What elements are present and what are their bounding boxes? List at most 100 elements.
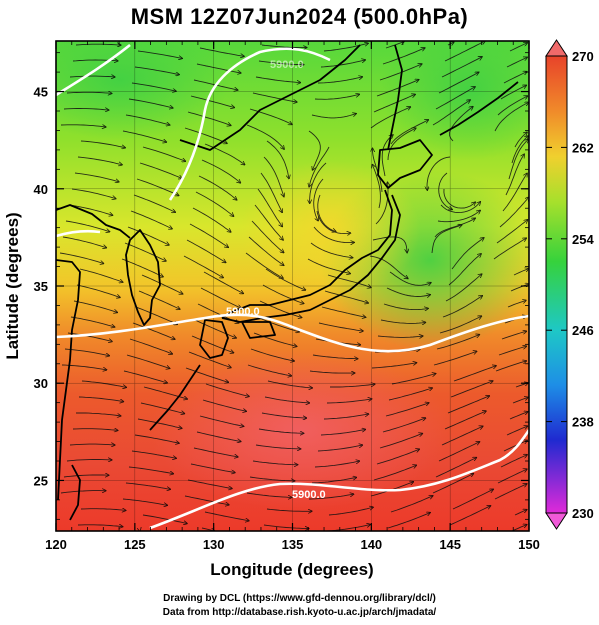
streamline [503, 440, 527, 452]
streamline [203, 271, 243, 294]
colorbar-gradient [545, 55, 568, 514]
y-tick-label: 40 [34, 182, 48, 197]
streamline [444, 41, 485, 62]
streamline [372, 165, 381, 209]
streamline [64, 348, 109, 356]
streamline [439, 316, 481, 334]
streamline [380, 319, 426, 323]
streamline [503, 72, 527, 84]
page-title: MSM 12Z07Jun2024 (500.0hPa) [130, 4, 469, 29]
streamline [142, 514, 187, 524]
x-tick-label: 125 [124, 537, 146, 552]
streamline [250, 348, 294, 361]
streamline [323, 43, 368, 52]
streamline [317, 194, 336, 232]
streamline [60, 491, 106, 494]
streamline [310, 242, 353, 258]
streamline [195, 191, 234, 216]
streamline [127, 226, 169, 245]
streamline [136, 178, 179, 196]
streamline [317, 77, 362, 84]
streamline [436, 335, 479, 350]
streamline [314, 94, 359, 100]
contour-labels: 5900.0 5900.0 5900.0 [226, 59, 326, 501]
streamline [80, 140, 125, 148]
streamline [502, 173, 527, 212]
streamline [74, 172, 119, 182]
streamline [387, 513, 430, 529]
streamline [189, 223, 228, 247]
streamline [512, 397, 528, 404]
streamline [79, 268, 123, 282]
streamline [382, 48, 425, 65]
streamline [265, 268, 306, 290]
streamline [132, 322, 175, 339]
streamline [139, 162, 182, 179]
streamline [205, 383, 249, 396]
x-tick-label: 130 [203, 537, 225, 552]
streamline [255, 444, 301, 449]
streamline [330, 384, 375, 388]
streamline [137, 50, 182, 58]
x-tick-label: 120 [45, 537, 67, 552]
streamline [246, 492, 292, 497]
streamline [314, 461, 359, 468]
streamline [328, 507, 373, 516]
streamline [435, 458, 476, 478]
credits-data: Data from http://database.rish.kyoto-u.a… [162, 607, 437, 618]
streamline [199, 415, 244, 426]
colorbar-extend-min [545, 512, 568, 530]
streamline [204, 143, 245, 165]
streamline [200, 287, 241, 308]
colorbar-extend-max [545, 39, 568, 57]
contour-line [56, 313, 529, 353]
streamline [255, 76, 300, 83]
streamline [309, 370, 355, 373]
streamline [311, 477, 356, 484]
streamline [141, 274, 183, 294]
streamline [257, 188, 282, 227]
streamline [432, 100, 470, 126]
streamline [443, 188, 475, 209]
contour-label: 5900.0 [226, 306, 260, 318]
streamline [59, 252, 104, 264]
x-tick-label: 150 [518, 537, 540, 552]
contour-line [56, 43, 131, 97]
streamline [254, 204, 283, 240]
streamline [500, 85, 526, 100]
streamline [66, 460, 112, 462]
streamline [311, 114, 356, 119]
streamline [249, 476, 295, 481]
streamline [76, 412, 121, 416]
streamline [453, 366, 496, 382]
streamline [501, 331, 526, 340]
contour-line [149, 429, 529, 530]
streamline [431, 225, 462, 254]
streamline [130, 210, 172, 229]
streamline [447, 42, 454, 45]
streamline [252, 92, 297, 102]
streamline [373, 148, 383, 193]
streamline [438, 172, 452, 210]
streamline [256, 316, 299, 332]
streamline [135, 306, 177, 324]
colorbar: 270 262 254 246 238 230 [545, 39, 594, 530]
streamline [63, 475, 109, 477]
streamline [262, 284, 304, 304]
streamline [437, 210, 480, 223]
streamline [496, 220, 528, 244]
streamline [204, 511, 249, 521]
streamline [390, 120, 428, 145]
streamline [198, 175, 237, 200]
streamline [507, 300, 526, 308]
streamline [309, 146, 330, 187]
lat-lon-grid [56, 41, 529, 531]
streamline [266, 508, 312, 511]
streamline [376, 80, 419, 97]
contour-line [168, 47, 331, 201]
streamline [131, 82, 176, 91]
streamline [134, 66, 179, 75]
streamline [68, 204, 113, 215]
streamline [69, 76, 115, 77]
streamline [514, 510, 527, 516]
